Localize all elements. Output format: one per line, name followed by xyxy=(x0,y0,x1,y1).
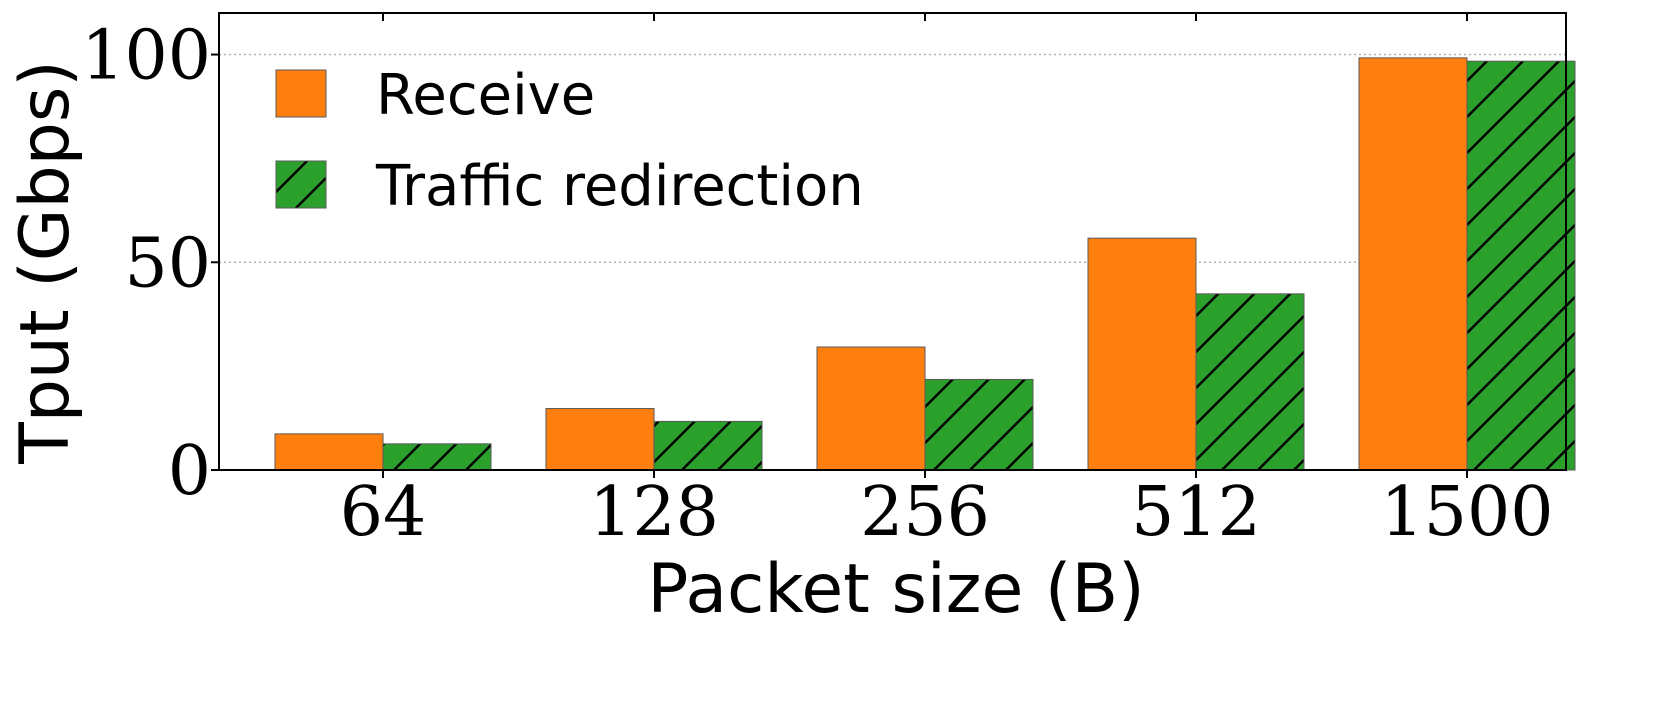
x-axis-title: Packet size (B) xyxy=(647,550,1144,629)
x-tick-label: 512 xyxy=(1131,473,1261,552)
bar-receive-1500 xyxy=(1358,57,1468,471)
legend-traffic-redirection-label: Traffic redirection xyxy=(375,154,864,219)
bar-receive-64 xyxy=(274,433,384,471)
x-tick-labels: 64 128 256 512 1500 xyxy=(340,473,1554,552)
x-tick-label: 64 xyxy=(340,473,427,552)
bar-traffic-redirection-128 xyxy=(653,420,763,471)
bar-traffic-redirection-256 xyxy=(924,378,1034,471)
y-tick-label: 50 xyxy=(124,224,211,303)
x-tick-label: 256 xyxy=(860,473,990,552)
bar-traffic-redirection-64 xyxy=(382,443,492,471)
y-axis-title: Tput (Gbps) xyxy=(6,60,85,465)
bar-traffic-redirection-1500 xyxy=(1466,60,1576,471)
plot-frame xyxy=(218,12,1567,471)
y-tick-label: 0 xyxy=(168,432,211,511)
bar-traffic-redirection-512 xyxy=(1195,293,1305,471)
bar-receive-128 xyxy=(545,408,655,471)
legend-receive-label: Receive xyxy=(376,63,595,128)
y-tick-label: 100 xyxy=(81,17,211,96)
legend-receive-swatch xyxy=(275,69,327,118)
bars xyxy=(274,57,1576,471)
x-tick-label: 1500 xyxy=(1380,473,1553,552)
bar-receive-256 xyxy=(816,346,926,471)
x-tick-label: 128 xyxy=(589,473,719,552)
bar-receive-512 xyxy=(1087,237,1197,471)
axis-ticks xyxy=(211,13,1468,478)
legend: Receive Traffic redirection xyxy=(275,63,864,219)
legend-traffic-redirection-swatch xyxy=(275,160,327,209)
y-tick-labels: 0 50 100 xyxy=(81,17,211,511)
